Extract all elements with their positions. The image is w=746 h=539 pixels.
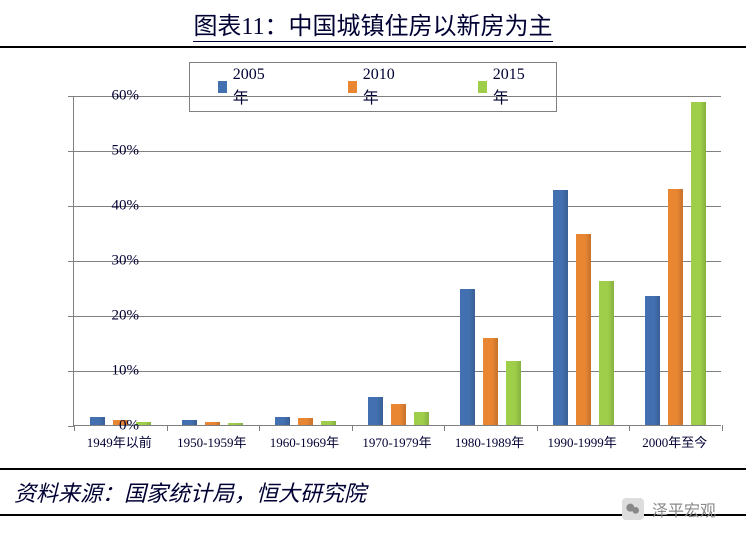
bar bbox=[298, 418, 313, 425]
y-axis-label: 30% bbox=[112, 253, 140, 270]
bar bbox=[368, 397, 383, 425]
bar-chart: 2005年2010年2015年 0%10%20%30%40%50%60% 194… bbox=[13, 48, 733, 468]
bar bbox=[506, 361, 521, 425]
bar bbox=[414, 412, 429, 425]
x-axis-label: 1949年以前 bbox=[87, 432, 152, 451]
bar bbox=[321, 421, 336, 425]
bar bbox=[691, 102, 706, 425]
bar bbox=[483, 338, 498, 425]
watermark-text: 泽平宏观 bbox=[652, 497, 716, 521]
wechat-icon bbox=[622, 498, 644, 520]
x-axis-label: 1950-1959年 bbox=[177, 432, 246, 451]
bar bbox=[576, 234, 591, 425]
watermark: 泽平宏观 bbox=[622, 497, 716, 521]
gridline bbox=[74, 316, 721, 317]
x-axis-label: 2000年至今 bbox=[642, 432, 707, 451]
bar bbox=[599, 281, 614, 425]
x-axis-label: 1990-1999年 bbox=[547, 432, 616, 451]
bar bbox=[275, 417, 290, 425]
x-axis-label: 1980-1989年 bbox=[455, 432, 524, 451]
bar bbox=[553, 190, 568, 425]
chart-source: 资料来源：国家统计局，恒大研究院 bbox=[14, 481, 366, 506]
y-axis-label: 60% bbox=[112, 88, 140, 105]
bar bbox=[228, 423, 243, 425]
legend-swatch bbox=[348, 81, 357, 93]
gridline bbox=[74, 261, 721, 262]
x-axis-label: 1960-1969年 bbox=[270, 432, 339, 451]
bar bbox=[391, 404, 406, 425]
bar bbox=[205, 422, 220, 425]
y-axis-label: 20% bbox=[112, 308, 140, 325]
bar bbox=[645, 296, 660, 425]
chart-plot-area bbox=[73, 96, 721, 426]
x-axis-label: 1970-1979年 bbox=[362, 432, 431, 451]
bar bbox=[90, 417, 105, 425]
gridline bbox=[74, 151, 721, 152]
bar bbox=[668, 189, 683, 426]
gridline bbox=[74, 206, 721, 207]
chart-title: 图表11：中国城镇住房以新房为主 bbox=[193, 6, 552, 42]
y-axis-label: 50% bbox=[112, 143, 140, 160]
y-axis-label: 10% bbox=[112, 363, 140, 380]
gridline bbox=[74, 96, 721, 97]
y-axis-label: 40% bbox=[112, 198, 140, 215]
legend-swatch bbox=[218, 81, 227, 93]
legend-swatch bbox=[478, 81, 487, 93]
bar bbox=[460, 289, 475, 425]
bar bbox=[182, 420, 197, 426]
gridline bbox=[74, 371, 721, 372]
